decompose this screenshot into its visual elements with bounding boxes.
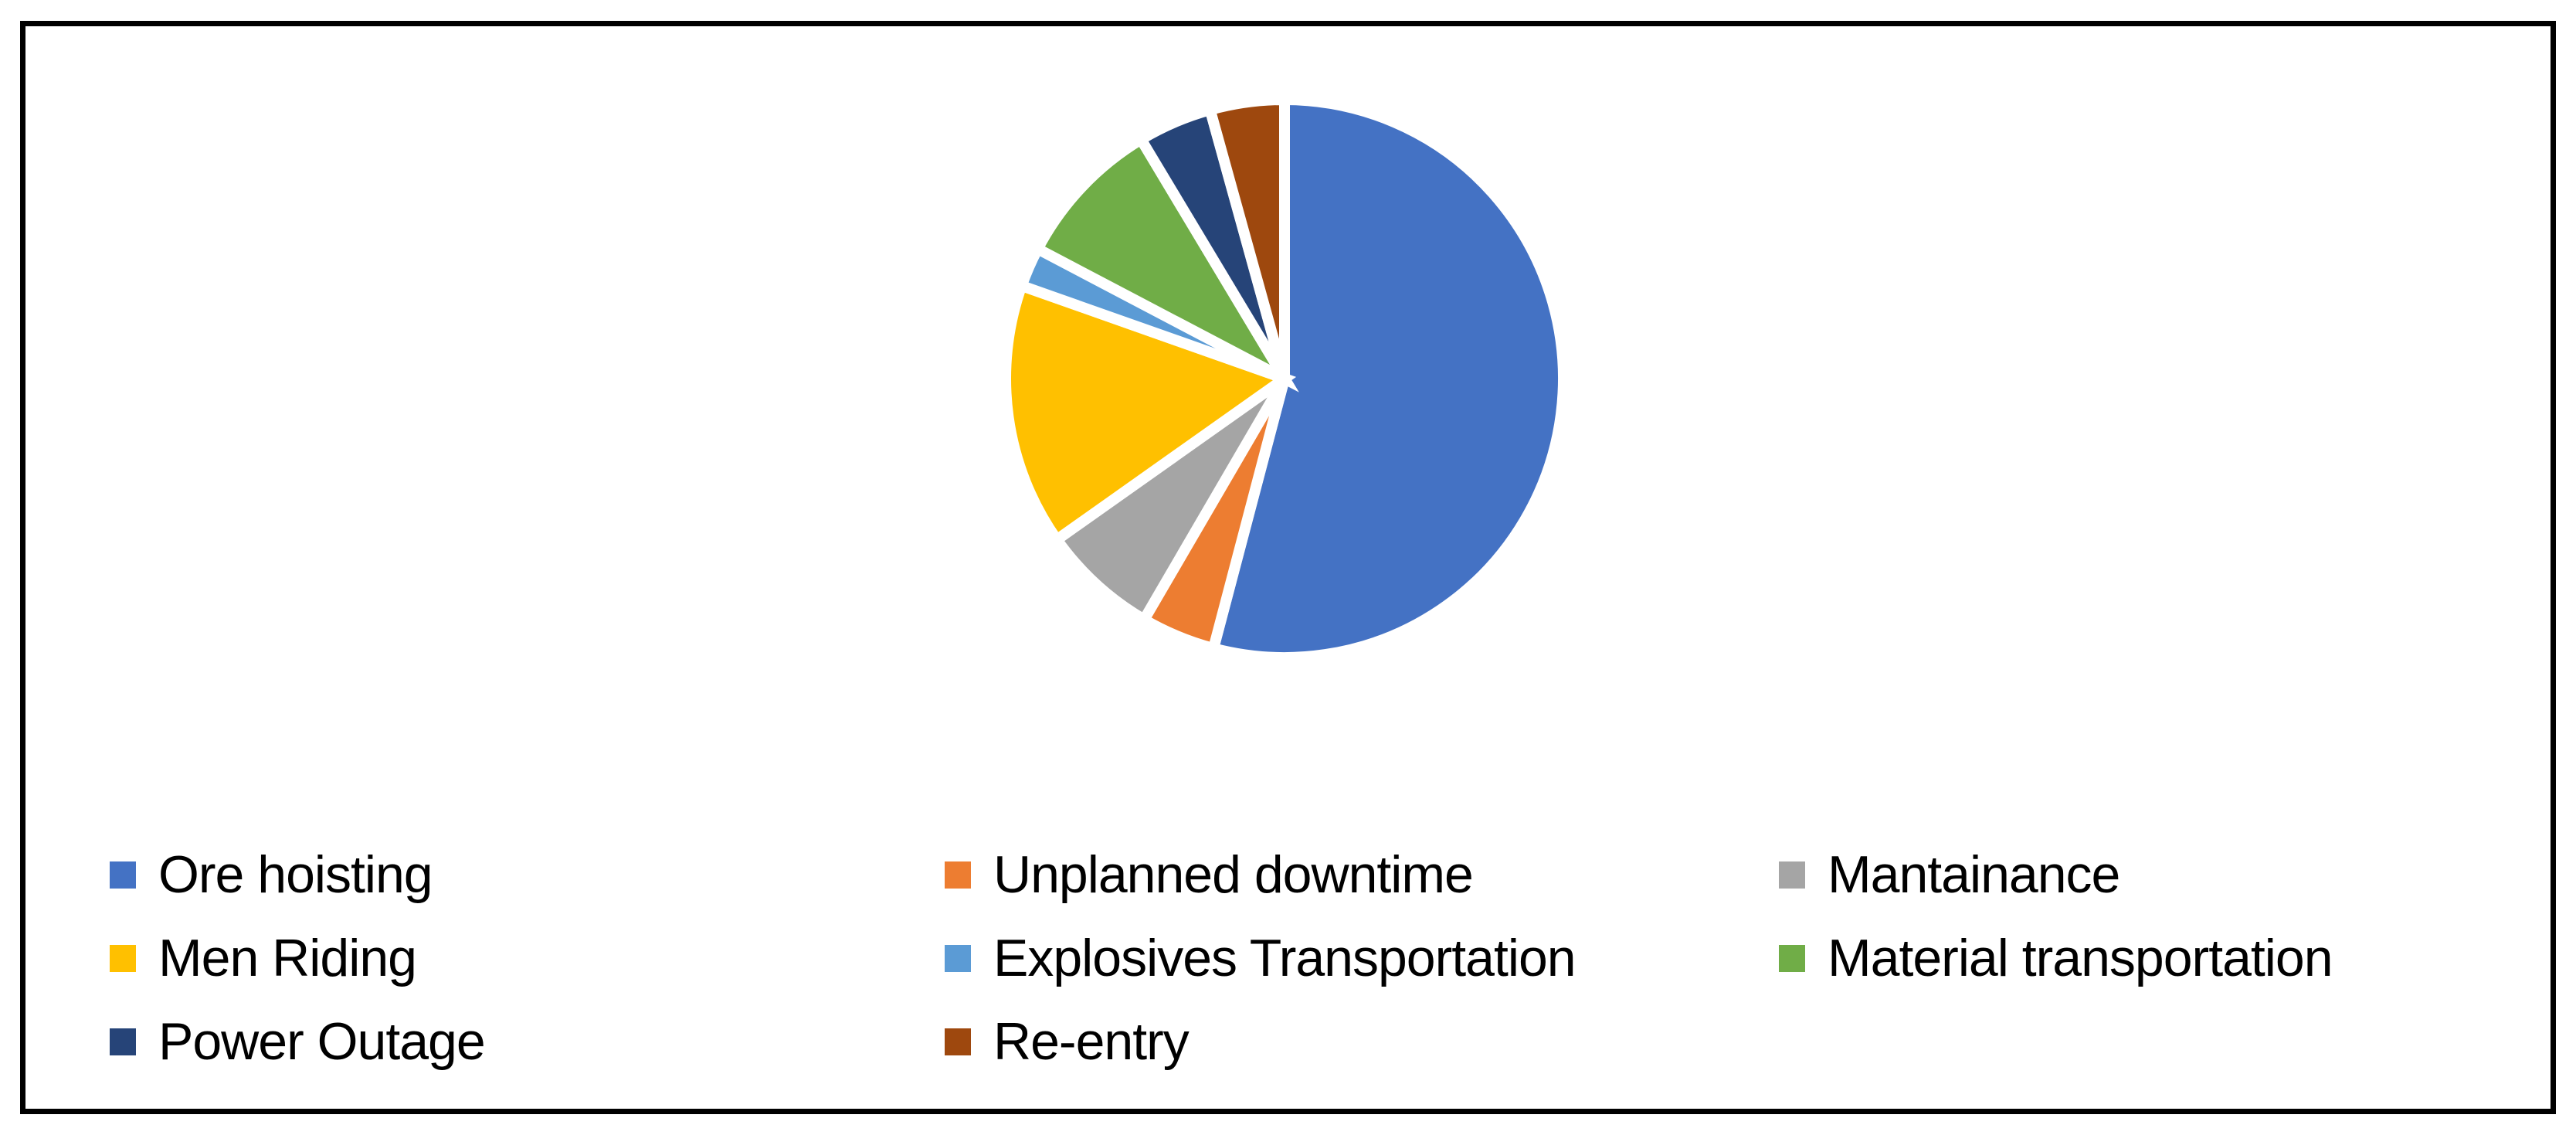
- pie-slice-material-transportation: [1030, 131, 1299, 392]
- pie-slice-re-entry: [1203, 93, 1290, 380]
- pie-slice-ore-hoisting: [1207, 93, 1569, 663]
- pie-slice-men-riding: [1000, 278, 1297, 548]
